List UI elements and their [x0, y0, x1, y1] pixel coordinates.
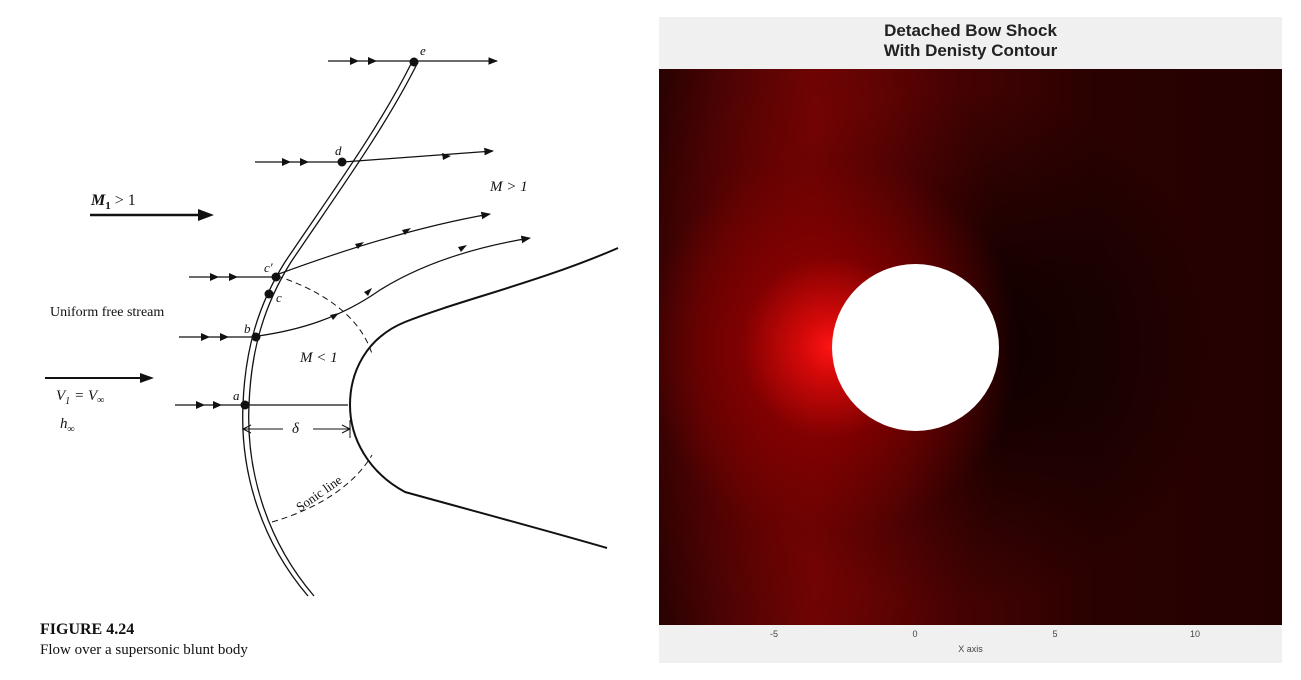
blunt-body — [348, 247, 619, 549]
plot-title: Detached Bow Shock With Denisty Contour — [659, 21, 1282, 61]
streamlines — [175, 57, 531, 406]
figure-number: FIGURE 4.24 — [40, 621, 135, 638]
point-b — [251, 332, 261, 342]
shock-points — [240, 57, 419, 410]
sonic-line-lower — [271, 454, 373, 523]
plot-title-line2: With Denisty Contour — [883, 41, 1058, 60]
density-contour-plot: Detached Bow Shock With Denisty Contour … — [659, 17, 1282, 663]
mach-sub-label: M < 1 — [299, 350, 338, 366]
streamline-d-after — [342, 147, 494, 163]
x-axis-label: X axis — [958, 644, 983, 654]
cylinder-body — [832, 264, 999, 431]
streamline-b-after — [257, 235, 531, 337]
label-b: b — [244, 321, 251, 336]
enthalpy-label: h∞ — [60, 416, 75, 435]
blunt-body-diagram: e d c′ c b a M1 > 1 M > 1 M < 1 Uniform f… — [0, 0, 650, 680]
label-c: c — [276, 290, 282, 305]
x-tick-label: 5 — [1052, 629, 1058, 639]
x-tick-label: 0 — [912, 629, 918, 639]
sonic-line-label: Sonic line — [293, 472, 345, 514]
point-c-prime — [271, 272, 281, 282]
x-tick-label: 10 — [1189, 629, 1201, 639]
x-tick-label: -5 — [769, 629, 779, 639]
point-c — [264, 289, 274, 299]
label-a: a — [233, 388, 240, 403]
label-d: d — [335, 143, 342, 158]
point-a — [240, 400, 250, 410]
free-stream-label: Uniform free stream — [50, 305, 164, 320]
label-c-prime: c′ — [264, 260, 273, 275]
figure-description: Flow over a supersonic blunt body — [40, 642, 248, 658]
mach-super-label: M > 1 — [489, 179, 528, 195]
standoff-dimension — [241, 420, 352, 438]
label-e: e — [420, 43, 426, 58]
density-contour-area — [659, 69, 1282, 625]
streamline-arrowheads — [196, 57, 467, 409]
mach-upstream-label: M1 > 1 — [90, 192, 136, 212]
point-d — [337, 157, 347, 167]
velocity-label: V1 = V∞ — [56, 388, 104, 407]
streamline-c-prime-after — [275, 211, 491, 276]
figure-caption: FIGURE 4.24 Flow over a supersonic blunt… — [40, 620, 248, 660]
diagram-svg: e d c′ c b a M1 > 1 M > 1 M < 1 Uniform f… — [45, 43, 619, 597]
plot-title-line1: Detached Bow Shock — [884, 21, 1057, 40]
sonic-line-upper — [276, 275, 373, 355]
point-e — [409, 57, 419, 67]
bow-shock — [242, 61, 419, 597]
standoff-label: δ — [292, 421, 300, 437]
